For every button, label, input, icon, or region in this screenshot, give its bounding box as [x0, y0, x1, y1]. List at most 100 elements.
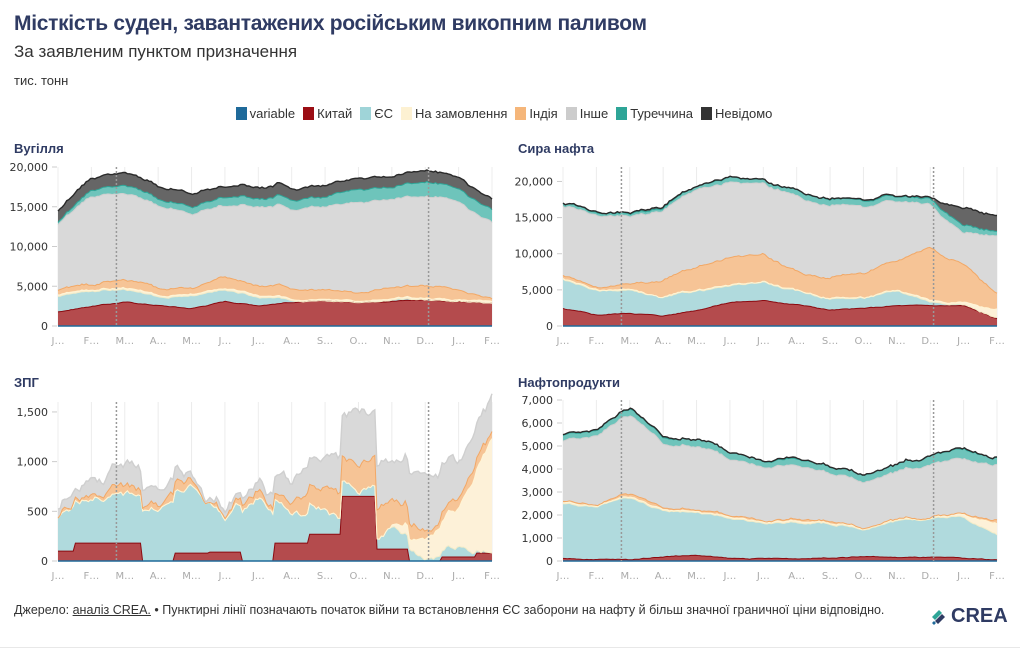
legend-swatch	[401, 107, 412, 120]
y-tick-label: 10,000	[515, 248, 554, 261]
logo-text: CREA	[951, 605, 1008, 627]
y-tick-label: 0	[546, 555, 553, 568]
x-tick-label: D…	[921, 571, 939, 582]
y-tick-label: 1,000	[522, 532, 554, 545]
legend-item-other[interactable]: Інше	[565, 106, 608, 121]
area-6-Туреччина	[58, 181, 492, 225]
y-tick-label: 7,000	[522, 394, 554, 407]
y-tick-label: 4,000	[522, 463, 554, 476]
panel-title-crude-oil: Сира нафта	[518, 141, 595, 156]
x-tick-label: S…	[822, 336, 838, 347]
legend-swatch	[565, 107, 577, 120]
x-tick-label: M…	[620, 571, 639, 582]
x-tick-label: A…	[150, 571, 167, 582]
area-4-Індія	[58, 276, 492, 302]
legend-item-turkey[interactable]: Туреччина	[616, 106, 693, 121]
bottom-divider	[0, 647, 1020, 648]
y-tick-label: 5,000	[17, 280, 49, 293]
line-series-2	[562, 278, 997, 318]
area-5-Інше	[58, 393, 492, 532]
x-tick-label: A…	[788, 336, 805, 347]
chart-oil-products: 0 1,000 2,000 3,000 4,000 5,000 6,000 7,000 J… F……	[522, 394, 1005, 582]
x-tick-label: J…	[51, 571, 65, 582]
x-tick-label: N…	[888, 571, 905, 582]
legend-item-unknown[interactable]: Невідомо	[701, 106, 772, 121]
area-5-Інше	[563, 181, 997, 294]
line-series-7	[562, 175, 998, 217]
area-1-Китай	[58, 496, 492, 561]
source-prefix: Джерело:	[14, 603, 73, 617]
line-series-2	[562, 497, 998, 536]
line-series-5	[57, 393, 493, 514]
panel-title-oil-products: Нафтопродукти	[518, 375, 621, 390]
x-tick-label: M…	[182, 571, 201, 582]
line-series-7	[57, 169, 493, 212]
x-tick-label: A…	[655, 571, 672, 582]
crea-logo[interactable]: CREA	[930, 605, 1008, 628]
y-tick-label: 20,000	[515, 175, 554, 188]
source-link[interactable]: аналіз CREA.	[72, 603, 151, 617]
y-tick-label: 3,000	[522, 486, 554, 499]
legend-swatch	[515, 107, 527, 120]
x-tick-label: A…	[150, 336, 167, 347]
chart-lng: 0 500 1,000 1,500 J… F… M… A… M… J… J… A… S… O… N… D… J……	[17, 393, 500, 582]
area-2-ЄС	[563, 279, 997, 319]
y-tick-label: 0	[546, 320, 553, 333]
x-tick-label: O…	[855, 571, 873, 582]
legend-label: Невідомо	[715, 106, 773, 121]
unit-label: тис. тонн	[14, 73, 69, 88]
y-tick-label: 500	[27, 505, 48, 518]
x-tick-label: M…	[687, 571, 706, 582]
y-tick-label: 2,000	[522, 509, 554, 522]
y-tick-label: 15,000	[10, 201, 49, 214]
x-tick-label: J…	[451, 336, 465, 347]
area-2-ЄС	[58, 480, 492, 561]
x-tick-label: N…	[888, 336, 905, 347]
line-series-3	[562, 277, 998, 310]
x-tick-label: J…	[756, 571, 770, 582]
x-tick-label: J…	[451, 571, 465, 582]
y-tick-label: 5,000	[522, 440, 554, 453]
legend-item-for-orders[interactable]: На замовлення	[401, 106, 507, 121]
line-series-7	[562, 407, 998, 476]
x-tick-label: O…	[350, 571, 368, 582]
y-tick-label: 0	[41, 320, 48, 333]
x-tick-label: F…	[84, 571, 100, 582]
x-tick-label: F…	[989, 571, 1005, 582]
x-tick-label: D…	[921, 336, 939, 347]
x-tick-label: J…	[722, 336, 736, 347]
line-series-4	[562, 246, 998, 294]
legend-swatch	[701, 107, 712, 120]
crea-logo-icon	[932, 609, 945, 625]
x-tick-label: S…	[317, 571, 333, 582]
footer-note: Джерело: аналіз CREA. • Пунктирні лінії …	[14, 601, 894, 620]
panel-title-lng: ЗПГ	[14, 375, 39, 390]
legend-item-eu[interactable]: ЄС	[360, 106, 393, 121]
x-tick-label: J…	[956, 571, 970, 582]
line-series-1	[562, 300, 998, 319]
legend-item-india[interactable]: Індія	[515, 106, 558, 121]
line-series-3	[57, 286, 493, 302]
legend-item-china[interactable]: Китай	[303, 106, 352, 121]
chart-subtitle: За заявленим пунктом призначення	[14, 42, 298, 61]
y-tick-label: 10,000	[10, 241, 49, 254]
legend-swatch	[616, 107, 628, 120]
x-tick-label: M…	[620, 336, 639, 347]
x-tick-label: N…	[383, 336, 400, 347]
chart-coal: 0 5,000 10,000 15,000 20,000 J… F… M… A… M… J… J… A……	[10, 161, 500, 347]
y-tick-label: 15,000	[515, 212, 554, 225]
legend-item-variable[interactable]: variable	[235, 106, 295, 121]
panel-title-coal: Вугілля	[14, 141, 64, 156]
legend-label: ЄС	[374, 106, 393, 121]
line-series-4	[57, 431, 493, 532]
legend-label: Китай	[317, 106, 353, 121]
x-tick-label: A…	[283, 336, 300, 347]
x-tick-label: D…	[416, 571, 434, 582]
y-tick-label: 20,000	[10, 161, 49, 174]
legend-swatch	[360, 107, 372, 120]
legend-label: На замовлення	[415, 106, 508, 121]
x-tick-label: J…	[217, 571, 231, 582]
x-tick-label: J…	[756, 336, 770, 347]
x-tick-label: M…	[115, 571, 134, 582]
x-tick-label: J…	[956, 336, 970, 347]
